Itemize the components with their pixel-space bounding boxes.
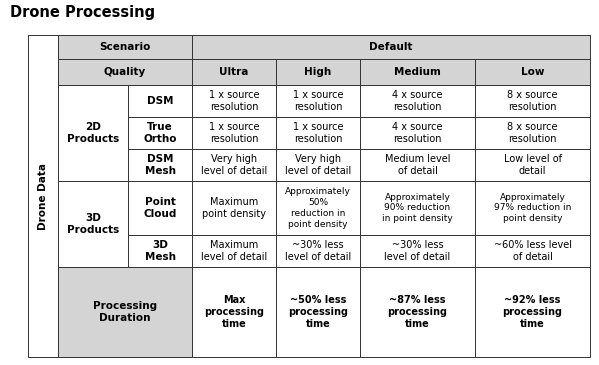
Text: Approximately
50%
reduction in
point density: Approximately 50% reduction in point den…: [285, 187, 351, 228]
Text: Medium: Medium: [394, 67, 441, 77]
Bar: [475, 181, 590, 235]
Bar: [192, 181, 276, 235]
Bar: [58, 181, 128, 267]
Text: ~60% less level
of detail: ~60% less level of detail: [494, 240, 571, 262]
Bar: [192, 267, 276, 357]
Bar: [276, 267, 360, 357]
Text: ~87% less
processing
time: ~87% less processing time: [388, 295, 447, 329]
Text: 4 x source
resolution: 4 x source resolution: [392, 90, 443, 112]
Bar: [128, 149, 192, 181]
Bar: [360, 149, 475, 181]
Text: Point
Cloud: Point Cloud: [143, 197, 177, 219]
Text: 1 x source
resolution: 1 x source resolution: [208, 90, 259, 112]
Text: 8 x source
resolution: 8 x source resolution: [507, 122, 558, 144]
Bar: [192, 35, 590, 59]
Text: Ultra: Ultra: [219, 67, 249, 77]
Bar: [58, 35, 192, 59]
Text: Maximum
point density: Maximum point density: [202, 197, 266, 219]
Text: Very high
level of detail: Very high level of detail: [201, 154, 267, 176]
Bar: [276, 181, 360, 235]
Bar: [58, 59, 192, 85]
Bar: [192, 149, 276, 181]
Bar: [475, 117, 590, 149]
Text: Very high
level of detail: Very high level of detail: [285, 154, 351, 176]
Text: 4 x source
resolution: 4 x source resolution: [392, 122, 443, 144]
Bar: [360, 59, 475, 85]
Text: Max
processing
time: Max processing time: [204, 295, 264, 329]
Text: Approximately
97% reduction in
point density: Approximately 97% reduction in point den…: [494, 193, 571, 223]
Bar: [475, 267, 590, 357]
Bar: [276, 149, 360, 181]
Bar: [360, 117, 475, 149]
Bar: [360, 85, 475, 117]
Text: ~30% less
level of detail: ~30% less level of detail: [285, 240, 351, 262]
Text: DSM
Mesh: DSM Mesh: [144, 154, 176, 176]
Bar: [128, 117, 192, 149]
Bar: [128, 85, 192, 117]
Text: Approximately
90% reduction
in point density: Approximately 90% reduction in point den…: [382, 193, 453, 223]
Text: Processing
Duration: Processing Duration: [93, 301, 157, 323]
Text: 3D
Mesh: 3D Mesh: [144, 240, 176, 262]
Text: 1 x source
resolution: 1 x source resolution: [293, 122, 343, 144]
Text: ~92% less
processing
time: ~92% less processing time: [503, 295, 562, 329]
Text: Default: Default: [369, 42, 413, 52]
Text: Quality: Quality: [104, 67, 146, 77]
Bar: [276, 117, 360, 149]
Bar: [360, 181, 475, 235]
Text: DSM: DSM: [147, 96, 173, 106]
Text: 2D
Products: 2D Products: [67, 122, 119, 144]
Text: Drone Processing: Drone Processing: [10, 5, 155, 20]
Bar: [28, 35, 58, 357]
Text: ~30% less
level of detail: ~30% less level of detail: [385, 240, 450, 262]
Bar: [276, 59, 360, 85]
Bar: [360, 267, 475, 357]
Bar: [276, 235, 360, 267]
Bar: [128, 181, 192, 235]
Bar: [128, 235, 192, 267]
Bar: [276, 85, 360, 117]
Text: Drone Data: Drone Data: [38, 162, 48, 230]
Text: 8 x source
resolution: 8 x source resolution: [507, 90, 558, 112]
Bar: [192, 117, 276, 149]
Bar: [475, 85, 590, 117]
Text: High: High: [304, 67, 332, 77]
Text: True
Ortho: True Ortho: [143, 122, 177, 144]
Bar: [475, 149, 590, 181]
Text: Scenario: Scenario: [99, 42, 151, 52]
Text: Medium level
of detail: Medium level of detail: [385, 154, 450, 176]
Text: Low: Low: [521, 67, 544, 77]
Bar: [192, 85, 276, 117]
Bar: [475, 235, 590, 267]
Text: Maximum
level of detail: Maximum level of detail: [201, 240, 267, 262]
Text: 3D
Products: 3D Products: [67, 213, 119, 235]
Bar: [475, 59, 590, 85]
Text: ~50% less
processing
time: ~50% less processing time: [288, 295, 348, 329]
Bar: [58, 85, 128, 181]
Text: 1 x source
resolution: 1 x source resolution: [208, 122, 259, 144]
Text: 1 x source
resolution: 1 x source resolution: [293, 90, 343, 112]
Text: Low level of
detail: Low level of detail: [504, 154, 561, 176]
Bar: [192, 59, 276, 85]
Bar: [360, 235, 475, 267]
Bar: [58, 267, 192, 357]
Bar: [192, 235, 276, 267]
